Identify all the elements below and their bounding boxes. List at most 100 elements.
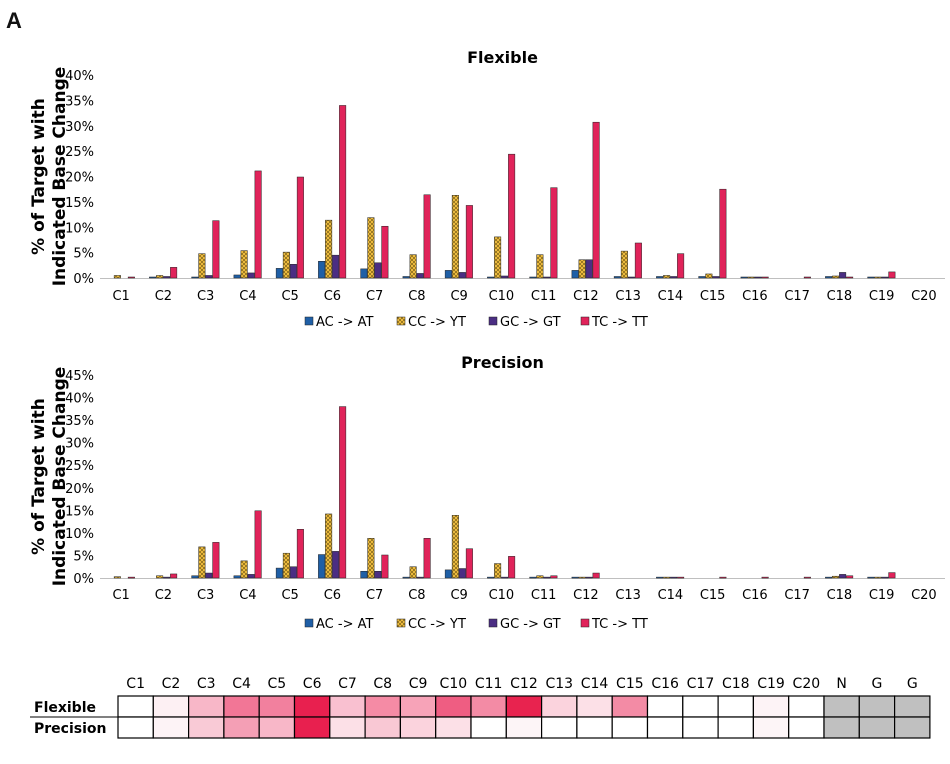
bar-c18-2 (832, 275, 840, 279)
heatmap-cell (505, 716, 543, 739)
y-tick-label: 30% (65, 120, 94, 135)
y-tick-label: 35% (65, 414, 94, 429)
heatmap-cell (399, 695, 437, 718)
heatmap-cell (717, 695, 754, 718)
heatmap-cell (788, 695, 825, 718)
heatmap-column-label: C9 (409, 676, 428, 692)
x-tick-label: C2 (155, 289, 172, 304)
x-tick-label: C13 (615, 588, 641, 603)
x-tick-label: C16 (742, 289, 768, 304)
bar-c11-4 (550, 575, 558, 579)
x-tick-label: C7 (366, 588, 383, 603)
heatmap-cell (611, 695, 649, 718)
bar-c8-3 (416, 576, 424, 579)
legend-entry: AC -> AT (316, 315, 373, 330)
bar-c2-4 (170, 267, 178, 279)
bar-c7-1 (360, 570, 368, 579)
heatmap-column-label: C17 (687, 676, 715, 692)
bar-c16-4 (761, 276, 769, 279)
heatmap-cell (646, 716, 684, 739)
bar-c6-2 (325, 513, 333, 579)
heatmap-cell (682, 695, 719, 718)
x-tick-label: C2 (155, 588, 172, 603)
heatmap-cell (293, 716, 331, 739)
y-tick-label: 40% (65, 392, 94, 407)
heatmap-cell (858, 716, 896, 739)
y-tick-label: 40% (65, 69, 94, 84)
bar-c3-2 (198, 546, 206, 579)
heatmap-cell (223, 695, 260, 718)
bar-c2-1 (149, 276, 157, 279)
y-tick-label: 5% (73, 247, 94, 262)
heatmap-column-label: C18 (722, 676, 750, 692)
bar-c10-2 (494, 563, 502, 579)
bar-c12-2 (578, 576, 586, 579)
legend-swatch (488, 618, 498, 628)
bar-c9-4 (465, 548, 473, 579)
bar-c8-1 (402, 276, 410, 279)
y-tick-label: 35% (65, 94, 94, 109)
bar-c17-4 (803, 276, 811, 279)
bar-c6-4 (339, 406, 347, 579)
bar-c16-1 (740, 276, 748, 279)
x-tick-label: C1 (112, 588, 129, 603)
heatmap-column-label: C1 (126, 676, 145, 692)
bar-c9-2 (451, 195, 459, 279)
heatmap-column-label: C7 (338, 676, 357, 692)
bar-c16-2 (747, 276, 755, 279)
bar-c18-4 (846, 575, 854, 579)
bar-c12-3 (585, 259, 593, 279)
bar-c2-2 (156, 275, 164, 279)
bar-c11-1 (529, 576, 537, 579)
bar-c4-3 (247, 272, 255, 279)
x-tick-label: C19 (869, 289, 895, 304)
bar-c6-2 (325, 219, 333, 279)
bar-c8-3 (416, 273, 424, 279)
x-tick-label: C11 (531, 588, 557, 603)
heatmap-cell (858, 695, 896, 718)
bar-chart-precision: Precision % of Target withIndicated Base … (29, 353, 945, 632)
legend-entry: GC -> GT (500, 617, 561, 632)
x-tick-label: C15 (700, 289, 726, 304)
bar-c13-3 (627, 276, 635, 279)
heatmap-cell (435, 716, 472, 739)
bar-c1-2 (113, 576, 121, 579)
chart-title: Flexible (467, 48, 538, 67)
x-tick-label: C4 (239, 289, 256, 304)
x-tick-label: C20 (911, 588, 937, 603)
bar-c6-1 (318, 261, 326, 279)
bar-c8-1 (402, 576, 410, 579)
heatmap-cell (823, 716, 860, 739)
bar-c14-2 (663, 275, 671, 279)
bar-c14-3 (670, 276, 678, 279)
heatmap-column-label: C12 (510, 676, 538, 692)
legend-swatch (396, 316, 406, 326)
bar-c9-2 (451, 515, 459, 579)
x-tick-label: C20 (911, 289, 937, 304)
legend-entry: TC -> TT (591, 617, 648, 632)
bar-c5-3 (289, 566, 297, 579)
bar-c14-4 (677, 253, 685, 279)
bar-c4-4 (254, 510, 262, 579)
heatmap-cell (188, 716, 225, 739)
legend-entry: CC -> YT (408, 617, 466, 632)
x-tick-label: C6 (324, 289, 341, 304)
y-tick-label: 20% (65, 171, 94, 186)
bar-c5-2 (282, 552, 290, 579)
heatmap-cell (258, 716, 296, 739)
heatmap-cell (576, 716, 613, 739)
bar-c19-2 (874, 576, 882, 579)
y-tick-label: 0% (73, 272, 94, 287)
heatmap-cell (682, 716, 719, 739)
x-tick-label: C10 (489, 588, 515, 603)
bar-c14-4 (677, 576, 685, 579)
heatmap-cell (152, 695, 190, 718)
bar-c15-1 (698, 276, 706, 279)
bar-c15-4 (719, 576, 727, 579)
heatmap-cell (576, 695, 613, 718)
heatmap-cell (470, 716, 507, 739)
bar-c12-3 (585, 576, 593, 579)
bar-c7-4 (381, 225, 389, 279)
bar-c13-4 (634, 242, 642, 279)
bar-c18-3 (839, 574, 847, 579)
